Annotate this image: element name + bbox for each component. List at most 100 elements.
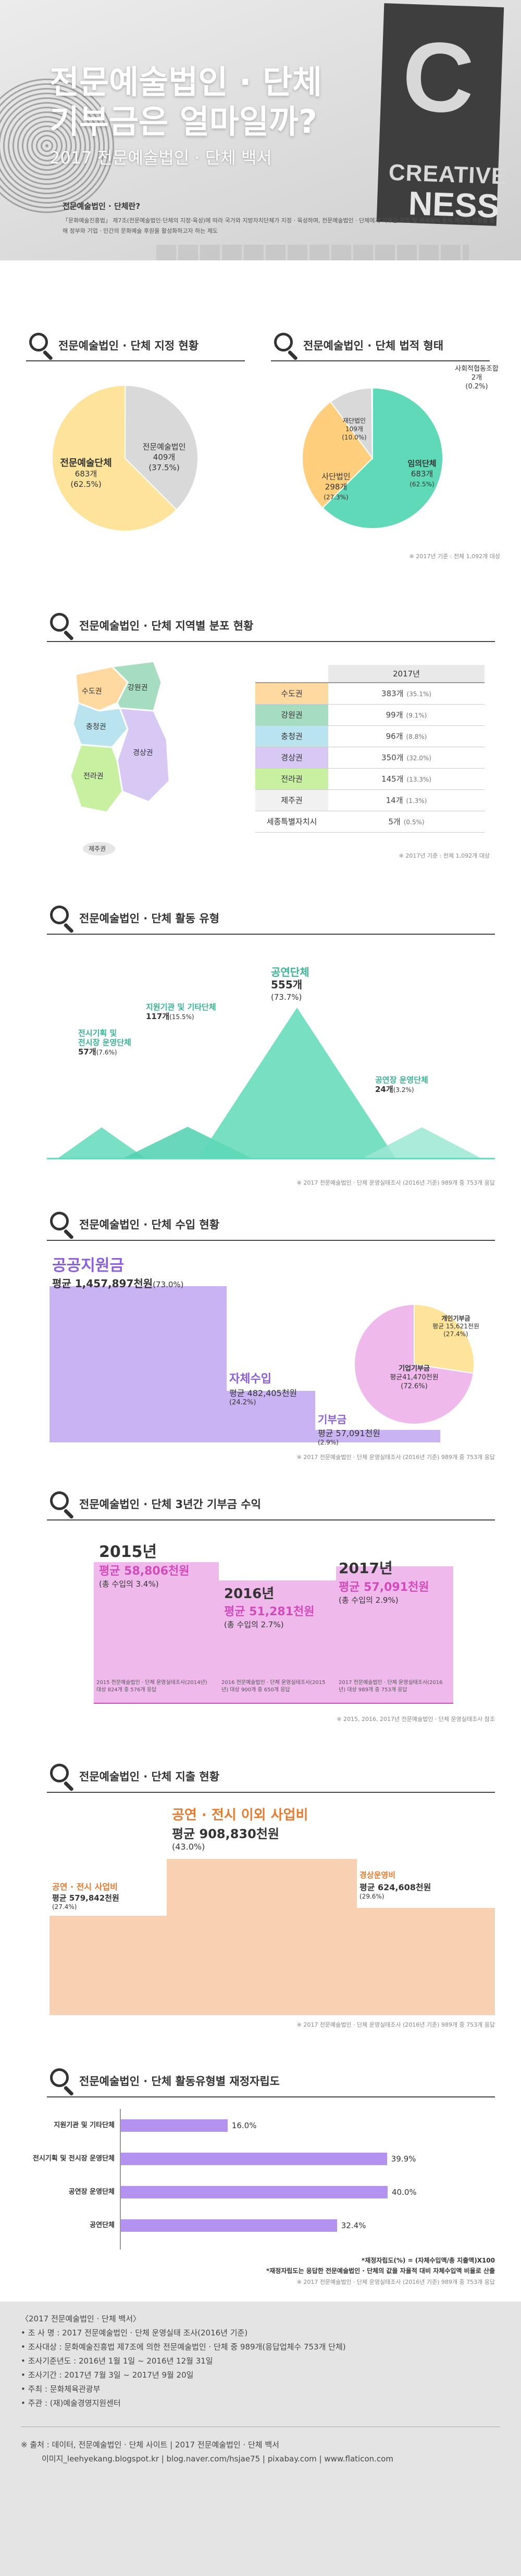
survey-line: • 주최 : 문화체육관광부 (21, 2384, 101, 2394)
slice-pct: (10.0%) (342, 434, 367, 441)
slice-name: 사단법인 (321, 472, 351, 481)
slice-name: 사회적협동조합 (455, 365, 499, 373)
section-header-region: 전문예술법인 · 단체 지역별 분포 현황 (47, 611, 254, 641)
self-reliance-category: 전시기획 및 전시장 운영단체 (32, 2155, 115, 2163)
region-value: 383개 (35.1%) (328, 683, 485, 705)
korea-region-map: 수도권 강원권 충청권 경상권 전라권 제주권 (69, 661, 170, 857)
region-name: 강원권 (255, 704, 328, 726)
year-label-2015: 2015년 평균 58,806천원 (총 수입의 3.4%) (99, 1543, 190, 1589)
magnifier-icon (47, 1489, 76, 1519)
year-note-2015: 2015 전문예술법인 · 단체 운영실태조사(2014년) 대상 824개 중… (96, 1680, 207, 1693)
source-note: ※ 2017 전문예술법인 · 단체 운영실태조사 (2016년 기준) 989… (296, 1179, 495, 1186)
baseline (94, 1703, 453, 1704)
expense-bar-1 (167, 1859, 357, 2015)
region-name: 수도권 (255, 683, 328, 705)
designation-slice-1 (124, 384, 199, 511)
region-pct: (0.5%) (403, 819, 425, 826)
section-title: 전문예술법인 · 단체 활동유형별 재정자립도 (79, 2075, 280, 2088)
section-divider (47, 2096, 495, 2097)
region-value: 14개 (1.3%) (328, 789, 485, 811)
region-count: 5개 (388, 817, 401, 826)
region-name: 경상권 (255, 747, 328, 769)
slice-pct: (27.3%) (324, 494, 349, 501)
survey-title: 〈2017 전문예술법인 · 단체 백서〉 (21, 2314, 141, 2323)
source-line: ※ 출처 : 데이터, 전문예술법인 · 단체 사이트 | 2017 전문예술법… (21, 2440, 279, 2449)
region-table: 2017년 수도권 383개 (35.1%) 강원권 99개 (9.1%) 충청권 96개 (8… (255, 665, 485, 833)
section-title: 전문예술법인 · 단체 지정 현황 (58, 340, 199, 352)
hero-title-line2: 기부금은 얼마일까? (49, 103, 317, 141)
table-row: 제주권 14개 (1.3%) (255, 789, 485, 811)
section-divider (47, 641, 495, 642)
magnifier-icon (26, 331, 55, 361)
slice-pct: (0.2%) (465, 383, 488, 391)
region-count: 383개 (381, 689, 404, 699)
income-bar-2 (315, 1430, 440, 1442)
expense-bar-0 (49, 1915, 167, 2015)
slice-value: 683개 (75, 469, 97, 479)
table-row: 경상권 350개 (32.0%) (255, 747, 485, 769)
activity-peak-0 (57, 1127, 146, 1159)
slice-pct: (37.5%) (148, 463, 180, 472)
region-count: 350개 (381, 753, 404, 762)
section-divider (47, 1240, 495, 1241)
region-pct: (8.8%) (406, 733, 427, 740)
table-row: 수도권 383개 (35.1%) (255, 683, 485, 705)
section-title: 전문예술법인 · 단체 지역별 분포 현황 (79, 620, 254, 632)
magnifier-icon (47, 2066, 76, 2096)
designation-slice-0 (52, 385, 178, 532)
region-value: 5개 (0.5%) (328, 811, 485, 833)
donation-year-bar-2 (336, 1566, 453, 1703)
map-label-capital: 수도권 (82, 687, 102, 696)
income-label-public: 공공지원금 평균 1,457,897천원(73.0%) (52, 1256, 184, 1290)
region-pct: (1.3%) (406, 797, 427, 805)
region-count: 99개 (386, 710, 403, 720)
self-reliance-value: 32.4% (341, 2221, 366, 2230)
slice-name: 전문예술법인 (142, 442, 186, 451)
region-pct: (13.3%) (406, 776, 431, 783)
region-pct: (9.1%) (406, 712, 427, 719)
survey-line: • 조사기준년도 : 2016년 1월 1일 ~ 2016년 12월 31일 (21, 2356, 213, 2366)
slice-value: 409개 (153, 453, 176, 462)
self-reliance-value: 39.9% (391, 2154, 416, 2164)
map-label-jeju: 제주권 (89, 845, 106, 852)
legal-slice-3 (371, 387, 373, 459)
slice-pct: (62.5%) (410, 481, 435, 488)
slice-name: 임의단체 (407, 459, 437, 468)
table-row: 강원권 99개 (9.1%) (255, 704, 485, 726)
slice-value: 109개 (345, 425, 363, 433)
region-value: 145개 (13.3%) (328, 768, 485, 790)
expense-bar-2 (357, 1907, 495, 2015)
region-value: 350개 (32.0%) (328, 747, 485, 769)
year-note-2017: 2017 전문예술법인 · 단체 운영실태조사(2016년) 대상 989개 중… (339, 1680, 443, 1693)
donut-slice-1 (354, 1303, 474, 1425)
donation-year-bar-0 (94, 1562, 219, 1703)
magnifier-icon (271, 331, 300, 361)
definition-box: 전문예술법인 · 단체란? 「문화예술진흥법」 제7조(전문예술법인·단체의 지… (63, 200, 495, 236)
footer-panel: 〈2017 전문예술법인 · 단체 백서〉 • 조 사 명 : 2017 전문예… (0, 2302, 521, 2576)
pie-label-incorporated-association: 사단법인 298개 (27.3%) (313, 471, 359, 502)
magnifier-icon (47, 1762, 76, 1792)
expense-label-performance: 공연 · 전시 사업비 평균 579,842천원 (27.4%) (52, 1882, 119, 1911)
section-divider (26, 360, 245, 361)
region-name: 세종특별자치시 (255, 811, 328, 833)
self-reliance-bar-2 (121, 2186, 388, 2198)
region-count: 145개 (381, 774, 404, 784)
section-header-expense: 전문예술법인 · 단체 지출 현황 (47, 1762, 219, 1792)
pie-label-arts-group: 전문예술단체 683개 (62.5%) (52, 458, 120, 489)
source-note: ※ 2017 전문예술법인 · 단체 운영실태조사 (2016년 기준) 989… (296, 2279, 495, 2285)
region-name: 전라권 (255, 768, 328, 790)
table-row: 세종특별자치시 5개 (0.5%) (255, 811, 485, 833)
section-header-legal-form: 전문예술법인 · 단체 법적 형태 (271, 331, 443, 361)
region-value: 99개 (9.1%) (328, 704, 485, 726)
activity-peak-2 (198, 1008, 396, 1159)
expense-label-other-business: 공연 · 전시 이외 사업비 평균 908,830천원 (43.0%) (172, 1807, 308, 1852)
expense-label-operating: 경상운영비 평균 624,608천원 (29.6%) (359, 1870, 431, 1900)
magnifier-icon (47, 903, 76, 934)
self-reliance-bar-0 (121, 2119, 228, 2132)
donut-label-individual: 개인기부금 평균 15,621천원 (27.4%) (432, 1315, 479, 1338)
map-label-chungcheong: 충청권 (86, 723, 106, 731)
section-header-designation: 전문예술법인 · 단체 지정 현황 (26, 331, 199, 361)
definition-title: 전문예술법인 · 단체란? (63, 202, 141, 211)
survey-info: 〈2017 전문예술법인 · 단체 백서〉 • 조 사 명 : 2017 전문예… (21, 2312, 500, 2410)
